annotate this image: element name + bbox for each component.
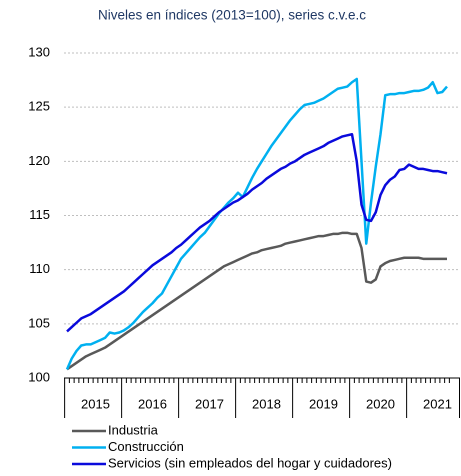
legend-label: Servicios (sin empleados del hogar y cui… (108, 455, 392, 470)
y-tick-label: 125 (28, 99, 50, 114)
x-tick-label: 2020 (366, 396, 395, 411)
series-line (66, 133, 448, 333)
chart-title: Niveles en índices (2013=100), series c.… (98, 8, 366, 23)
legend-label: Industria (108, 422, 159, 437)
y-tick-label: 110 (29, 261, 50, 276)
series-line (66, 231, 447, 371)
series-line (65, 77, 448, 370)
x-tick-label: 2017 (195, 396, 224, 411)
y-tick-label: 120 (28, 153, 50, 168)
legend-label: Construcción (108, 439, 184, 454)
x-tick-label: 2021 (423, 396, 452, 411)
y-tick-label: 105 (28, 315, 50, 330)
x-tick-label: 2016 (138, 396, 167, 411)
x-tick-label: 2015 (81, 396, 110, 411)
y-tick-label: 130 (28, 44, 50, 59)
x-tick-label: 2018 (252, 396, 281, 411)
x-tick-label: 2019 (309, 396, 338, 411)
y-tick-label: 115 (29, 207, 50, 222)
y-tick-label: 100 (28, 369, 50, 384)
